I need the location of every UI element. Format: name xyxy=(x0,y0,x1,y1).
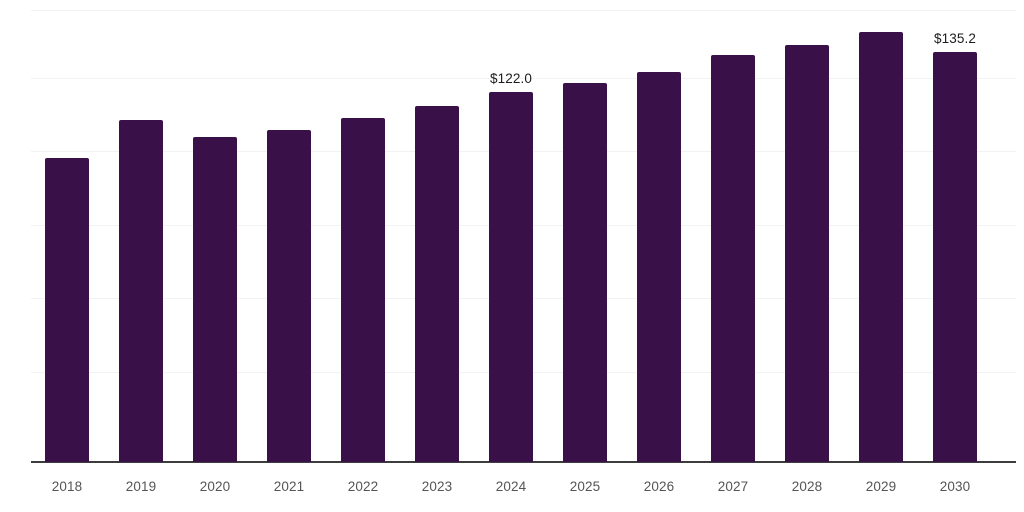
x-tick-label-2024: 2024 xyxy=(495,479,527,494)
x-tick-label-2018: 2018 xyxy=(51,479,83,494)
bar-rect-2024[interactable] xyxy=(489,92,533,462)
bar-value-label-2024: $122.0 xyxy=(490,71,532,87)
bar-2028[interactable] xyxy=(785,0,829,462)
bar-2020[interactable] xyxy=(193,0,237,462)
x-tick-label-2021: 2021 xyxy=(273,479,305,494)
bar-2030[interactable]: $135.2 xyxy=(933,0,977,462)
x-tick-label-2025: 2025 xyxy=(569,479,601,494)
bar-rect-2028[interactable] xyxy=(785,44,829,462)
x-axis: 2018 2019 2020 2021 2022 2023 2024 2025 2026 2027… xyxy=(0,462,1024,512)
bar-rect-2023[interactable] xyxy=(415,106,459,462)
bar-2019[interactable] xyxy=(119,0,163,462)
bar-rect-2019[interactable] xyxy=(119,119,163,462)
gridline xyxy=(31,10,1016,11)
gridline xyxy=(31,78,1016,79)
bar-rect-2026[interactable] xyxy=(637,71,681,462)
x-tick-label-2027: 2027 xyxy=(717,479,749,494)
x-tick-label-2023: 2023 xyxy=(421,479,453,494)
bar-rect-2021[interactable] xyxy=(267,129,311,462)
bar-rect-2025[interactable] xyxy=(563,83,607,462)
x-tick-label-2019: 2019 xyxy=(125,479,157,494)
bar-2023[interactable] xyxy=(415,0,459,462)
bar-rect-2029[interactable] xyxy=(859,32,903,462)
bar-2018[interactable] xyxy=(45,0,89,462)
bar-2029[interactable] xyxy=(859,0,903,462)
bar-rect-2022[interactable] xyxy=(341,118,385,462)
x-tick-label-2028: 2028 xyxy=(791,479,823,494)
bar-2027[interactable] xyxy=(711,0,755,462)
bar-2021[interactable] xyxy=(267,0,311,462)
x-tick-label-2020: 2020 xyxy=(199,479,231,494)
bar-rect-2027[interactable] xyxy=(711,55,755,462)
x-tick-label-2022: 2022 xyxy=(347,479,379,494)
x-tick-label-2029: 2029 xyxy=(865,479,897,494)
x-tick-label-2026: 2026 xyxy=(643,479,675,494)
bar-rect-2020[interactable] xyxy=(193,136,237,462)
bar-rect-2018[interactable] xyxy=(45,157,89,462)
bar-rect-2030[interactable] xyxy=(933,52,977,462)
bar-2024[interactable]: $122.0 xyxy=(489,0,533,462)
bar-series: $122.0 $135.2 xyxy=(45,0,977,462)
bar-value-label-2030: $135.2 xyxy=(934,31,976,47)
bar-2026[interactable] xyxy=(637,0,681,462)
bar-2025[interactable] xyxy=(563,0,607,462)
x-tick-label-2030: 2030 xyxy=(939,479,971,494)
bar-2022[interactable] xyxy=(341,0,385,462)
